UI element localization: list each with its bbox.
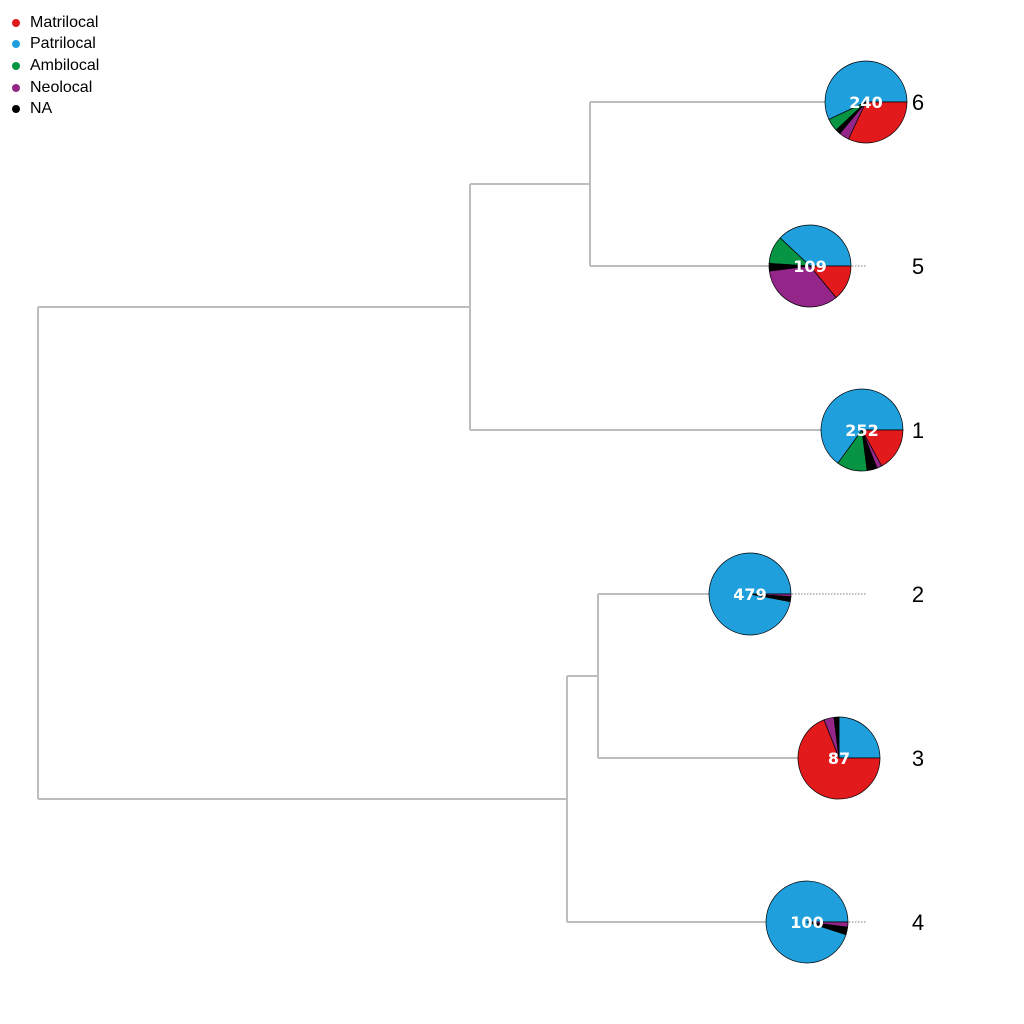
pie-slice-patrilocal: [838, 716, 881, 759]
leaf-label: 1: [912, 418, 924, 443]
pie-chart: 100: [765, 880, 849, 964]
leaf-label: 6: [912, 90, 924, 115]
pie-slice-neolocal: [806, 921, 849, 928]
leaf-label: 5: [912, 254, 924, 279]
leaf-label: 3: [912, 746, 924, 771]
leaf-label: 4: [912, 910, 924, 935]
pie-chart: 252: [820, 388, 904, 472]
pie-count-label: 252: [845, 421, 878, 440]
legend-item: NA: [8, 98, 99, 120]
legend-label: NA: [30, 100, 53, 118]
leaf-label: 2: [912, 582, 924, 607]
legend-dot-icon: [12, 61, 20, 70]
legend-label: Neolocal: [30, 78, 93, 96]
legend-dot-icon: [12, 18, 20, 27]
pie-slice-neolocal: [768, 265, 837, 308]
tree-branches: [37, 101, 826, 923]
pie-charts: 240 109 252 479 87 100: [708, 60, 908, 964]
pie-slice-patrilocal: [824, 60, 908, 120]
pie-slice-patrilocal: [820, 388, 904, 464]
pie-count-label: 479: [733, 585, 766, 604]
leaf-labels: 6 5 1 2 3 4: [912, 90, 924, 935]
pie-slice-matrilocal: [797, 719, 881, 800]
legend-item: Matrilocal: [8, 12, 99, 34]
pie-chart: 109: [768, 224, 852, 308]
legend-item: Neolocal: [8, 77, 99, 99]
pie-slice-matrilocal: [848, 101, 908, 144]
legend-label: Ambilocal: [30, 56, 100, 74]
pie-chart: 240: [824, 60, 908, 144]
pie-count-label: 100: [790, 913, 823, 932]
legend-label: Patrilocal: [30, 35, 96, 53]
pie-count-label: 109: [793, 257, 826, 276]
pie-chart: 479: [708, 552, 792, 636]
legend-dot-icon: [12, 105, 20, 114]
pie-count-label: 87: [828, 749, 850, 768]
legend-item: Ambilocal: [8, 55, 99, 77]
pie-slice-matrilocal: [861, 429, 904, 467]
pie-slice-neolocal: [749, 593, 792, 597]
pie-slice-patrilocal: [779, 224, 852, 267]
legend-item: Patrilocal: [8, 34, 99, 56]
pie-slice-matrilocal: [809, 265, 852, 299]
legend-dot-icon: [12, 40, 20, 49]
pie-chart: 87: [797, 716, 881, 800]
legend-dot-icon: [12, 83, 20, 92]
legend-label: Matrilocal: [30, 13, 99, 31]
legend: Matrilocal Patrilocal Ambilocal Neolocal NA: [8, 12, 99, 120]
pie-count-label: 240: [849, 93, 882, 112]
